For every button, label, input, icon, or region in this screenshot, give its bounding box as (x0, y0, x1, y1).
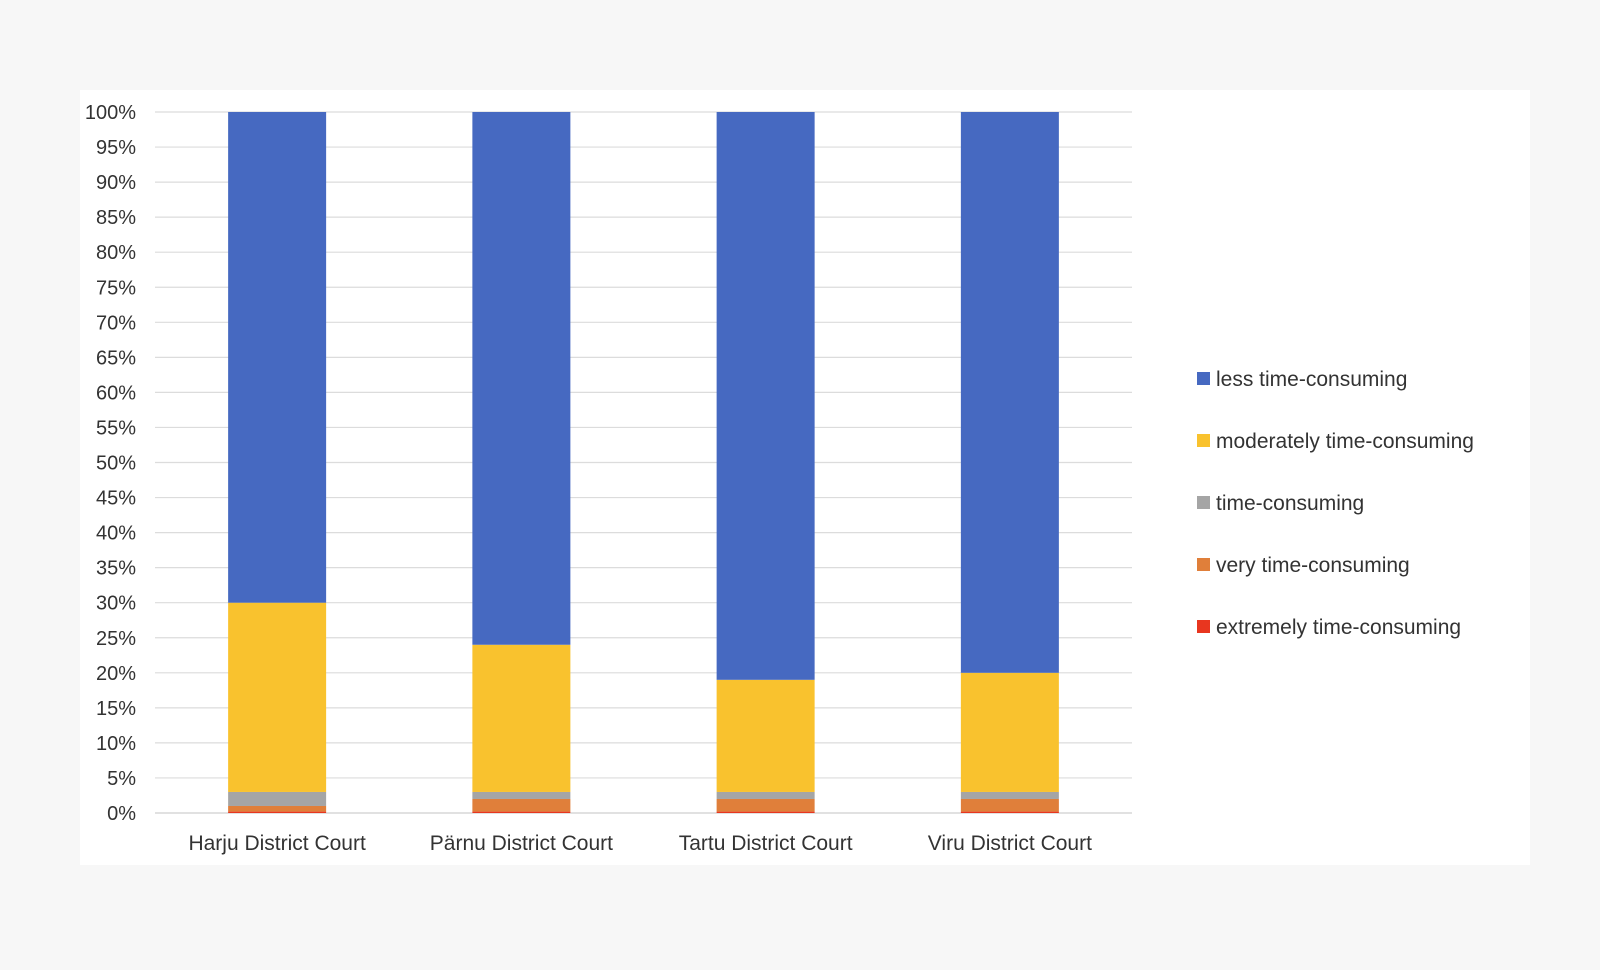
legend-swatch (1197, 558, 1210, 571)
x-tick-label: Viru District Court (928, 832, 1092, 855)
legend-label: time-consuming (1216, 492, 1364, 515)
x-tick-label: Pärnu District Court (430, 832, 613, 855)
bar-segment (960, 672, 1059, 792)
x-tick-label: Tartu District Court (679, 832, 853, 855)
legend-swatch (1197, 372, 1210, 385)
y-tick-label: 45% (96, 488, 136, 510)
bar-segment (472, 791, 571, 799)
y-tick-label: 30% (96, 593, 136, 615)
bar-segment (960, 811, 1059, 813)
y-tick-label: 5% (107, 768, 136, 790)
bar-segment (960, 112, 1059, 673)
bar-segment (228, 805, 327, 812)
y-tick-label: 50% (96, 453, 136, 475)
y-tick-label: 0% (107, 803, 136, 825)
y-tick-label: 95% (96, 137, 136, 159)
y-tick-label: 20% (96, 663, 136, 685)
legend-swatch (1197, 434, 1210, 447)
legend-label: very time-consuming (1216, 554, 1410, 577)
y-tick-label: 85% (96, 207, 136, 229)
bar-segment (960, 791, 1059, 799)
legend-label: less time-consuming (1216, 368, 1407, 391)
bar-segment (716, 811, 815, 813)
x-axis-tick-labels: Harju District Court Pärnu District Court… (188, 832, 1092, 855)
legend-label: moderately time-consuming (1216, 430, 1474, 453)
bar-segment (716, 112, 815, 680)
y-tick-label: 10% (96, 733, 136, 755)
y-tick-label: 55% (96, 417, 136, 439)
y-tick-label: 65% (96, 347, 136, 369)
y-tick-label: 75% (96, 277, 136, 299)
bars (228, 112, 1059, 813)
y-tick-label: 15% (96, 698, 136, 720)
y-tick-label: 80% (96, 242, 136, 264)
legend: less time-consuming moderately time-consu… (1197, 368, 1474, 639)
bar-segment (228, 602, 327, 792)
legend-swatch (1197, 620, 1210, 633)
bar-segment (472, 644, 571, 792)
bar-segment (472, 112, 571, 645)
bar-segment (228, 791, 327, 806)
bar-segment (472, 811, 571, 813)
bar-segment (228, 112, 327, 603)
y-tick-label: 60% (96, 382, 136, 404)
y-tick-label: 70% (96, 312, 136, 334)
bar-segment (960, 798, 1059, 812)
legend-swatch (1197, 496, 1210, 509)
y-tick-label: 40% (96, 523, 136, 545)
legend-label: extremely time-consuming (1216, 616, 1461, 639)
y-axis-tick-labels: 0% 5% 10% 15% 20% 25% 30% 35% 40% 45% 50% 55% 60% 65%… (85, 102, 136, 825)
y-tick-label: 90% (96, 172, 136, 194)
bar-segment (472, 798, 571, 812)
y-tick-label: 100% (85, 102, 136, 124)
x-tick-label: Harju District Court (188, 832, 366, 855)
bar-segment (228, 811, 327, 813)
y-tick-label: 35% (96, 558, 136, 580)
bar-segment (716, 679, 815, 792)
y-tick-label: 25% (96, 628, 136, 650)
bar-segment (716, 798, 815, 812)
bar-segment (716, 791, 815, 799)
